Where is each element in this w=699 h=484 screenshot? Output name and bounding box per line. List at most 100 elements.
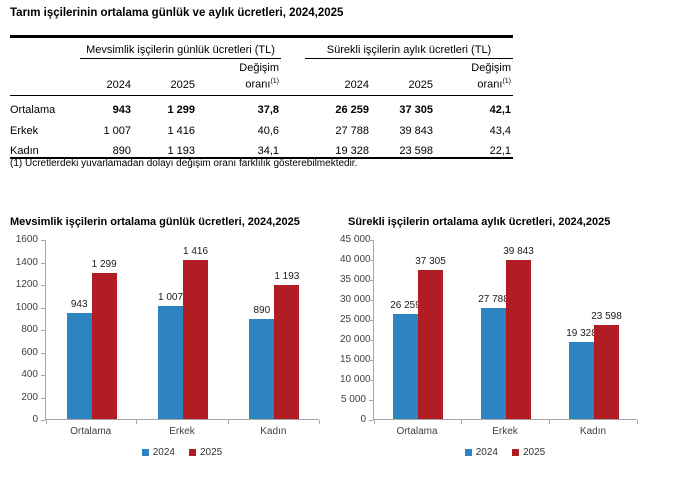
x-axis-tick (637, 420, 638, 424)
bar-2024-kadın (249, 319, 275, 419)
cell-value: 943 (112, 104, 131, 117)
bar-value-label: 1 193 (274, 271, 300, 282)
y-axis-tick-label: 30 000 (340, 294, 371, 305)
bar-2024-ortalama (66, 313, 92, 419)
y-axis-tick (369, 320, 373, 321)
bar-2025-ortalama (91, 273, 117, 419)
x-category-label: Ortalama (70, 426, 112, 437)
cell-value: 34,1 (197, 137, 282, 160)
legend-label: 2025 (523, 447, 546, 458)
legend-swatch-2025 (512, 449, 519, 456)
chart-legend: 2024 2025 (45, 447, 319, 458)
col-header-change-seasonal: Değişim oranı(1) (197, 58, 282, 96)
cell-value: 37,8 (257, 104, 280, 117)
cell-value: 1 299 (167, 104, 195, 117)
row-label: Kadın (10, 137, 80, 160)
chart-seasonal-daily-wages: Mevsimlik işçilerin ortalama günlük ücre… (10, 216, 340, 466)
y-axis-tick-label: 1600 (15, 234, 38, 245)
legend-swatch-2024 (464, 449, 472, 456)
bar-2024-ortalama (393, 314, 418, 419)
bar-value-label: 27 788 (478, 294, 509, 305)
bar-2025-ortalama (418, 270, 443, 419)
bar-value-label: 19 328 (566, 328, 597, 339)
bar-2024-kadın (569, 342, 594, 419)
chart-legend: 2024 2025 (373, 447, 637, 458)
change-label-line2: oranı (477, 78, 503, 91)
x-axis-tick (136, 420, 138, 424)
legend-swatch-2024 (141, 449, 149, 456)
wage-table-body: Ortalama 943 1 299 37,8 26 259 37 305 42,1 Erke… (10, 95, 514, 160)
cell-value: 37 305 (399, 104, 434, 117)
legend-item-2024: 2024 (141, 447, 175, 458)
chart-title: Mevsimlik işçilerin ortalama günlük ücre… (10, 216, 300, 228)
table-group-header-row: Mevsimlik işçilerin günlük ücretleri (TL… (10, 44, 514, 59)
x-axis-tick (227, 420, 229, 424)
y-axis-tick (41, 330, 45, 331)
group-spacer (281, 44, 305, 59)
bar-value-label: 23 598 (591, 311, 622, 322)
cell-value: 1 007 (103, 125, 131, 138)
group-header-seasonal: Mevsimlik işçilerin günlük ücretleri (TL… (80, 44, 282, 59)
y-axis-tick (41, 375, 45, 376)
group-spacer (281, 95, 305, 116)
corner-cell (10, 44, 80, 59)
table-row: Erkek 1 007 1 416 40,6 27 788 39 843 43,4 (10, 116, 513, 137)
y-axis-tick (369, 380, 373, 381)
chart-title: Sürekli işçilerin ortalama aylık ücretle… (348, 216, 611, 228)
y-axis-tick-label: 45 000 (340, 234, 371, 245)
plot-frame: 26 259 37 305 27 788 39 843 19 328 23 598 (373, 240, 638, 424)
group-spacer (281, 58, 306, 96)
y-axis-tick-label: 1400 (15, 256, 38, 268)
y-axis-tick (369, 340, 373, 341)
col-header-2024-permanent: 2024 (305, 58, 372, 96)
wage-table: Mevsimlik işçilerin günlük ücretleri (TL… (10, 44, 514, 160)
cell-value: 23 598 (371, 137, 436, 160)
col-header-2025-permanent: 2025 (371, 58, 436, 96)
y-axis-tick-label: 400 (21, 369, 38, 380)
y-axis-tick (41, 285, 45, 286)
y-axis-tick (369, 360, 373, 361)
y-axis-tick-label: 20 000 (340, 334, 371, 345)
x-axis-tick (46, 420, 47, 424)
legend-item-2024: 2024 (464, 447, 498, 458)
col-header-2025-seasonal: 2025 (133, 58, 197, 96)
bar-value-label: 26 259 (390, 300, 421, 311)
y-axis-tick-label: 10 000 (340, 374, 371, 385)
y-axis-tick-label: 800 (21, 324, 38, 335)
bar-2025-erkek (183, 260, 208, 419)
y-axis-tick (369, 260, 373, 261)
bar-2024-erkek (158, 306, 183, 419)
y-axis-tick-label: 15 000 (340, 354, 371, 365)
chart-permanent-monthly-wages: Sürekli işçilerin ortalama aylık ücretle… (340, 216, 696, 466)
y-axis-tick-label: 40 000 (340, 254, 371, 265)
legend-label: 2025 (200, 447, 223, 458)
chart-plot-area: 26 259 37 305 27 788 39 843 19 328 23 598 45 0… (340, 228, 696, 466)
x-category-label: Erkek (169, 426, 195, 437)
y-axis-tick (369, 300, 373, 301)
y-axis-tick (41, 240, 45, 241)
bar-2025-erkek (506, 260, 531, 419)
x-category-label: Erkek (492, 426, 518, 437)
x-axis-tick (549, 420, 550, 424)
change-label-line1: Değişim (471, 62, 512, 74)
table-footnote: (1) Ücretlerdeki yuvarlamadan dolayı değ… (10, 158, 358, 169)
bar-value-label: 890 (253, 305, 271, 316)
bar-2025-kadın (594, 325, 619, 419)
cell-value: 43,4 (489, 125, 512, 138)
y-axis-tick-label: 5 000 (340, 394, 366, 405)
cell-value: 19 328 (305, 137, 372, 160)
y-axis-tick (369, 280, 373, 281)
cell-value: 42,1 (489, 104, 512, 117)
corner-cell (10, 58, 80, 96)
cell-value: 39 843 (399, 125, 434, 138)
legend-item-2025: 2025 (189, 447, 222, 458)
y-axis-tick-label: 25 000 (340, 314, 371, 325)
group-header-permanent: Sürekli işçilerin aylık ücretleri (TL) (305, 44, 514, 59)
y-axis-tick (369, 420, 373, 421)
y-axis-tick (41, 307, 45, 309)
change-label-line2: oranı (245, 78, 271, 91)
col-header-change-permanent: Değişim oranı(1) (435, 58, 514, 96)
x-axis-tick (319, 420, 320, 424)
y-axis-tick-label: 600 (21, 346, 38, 358)
